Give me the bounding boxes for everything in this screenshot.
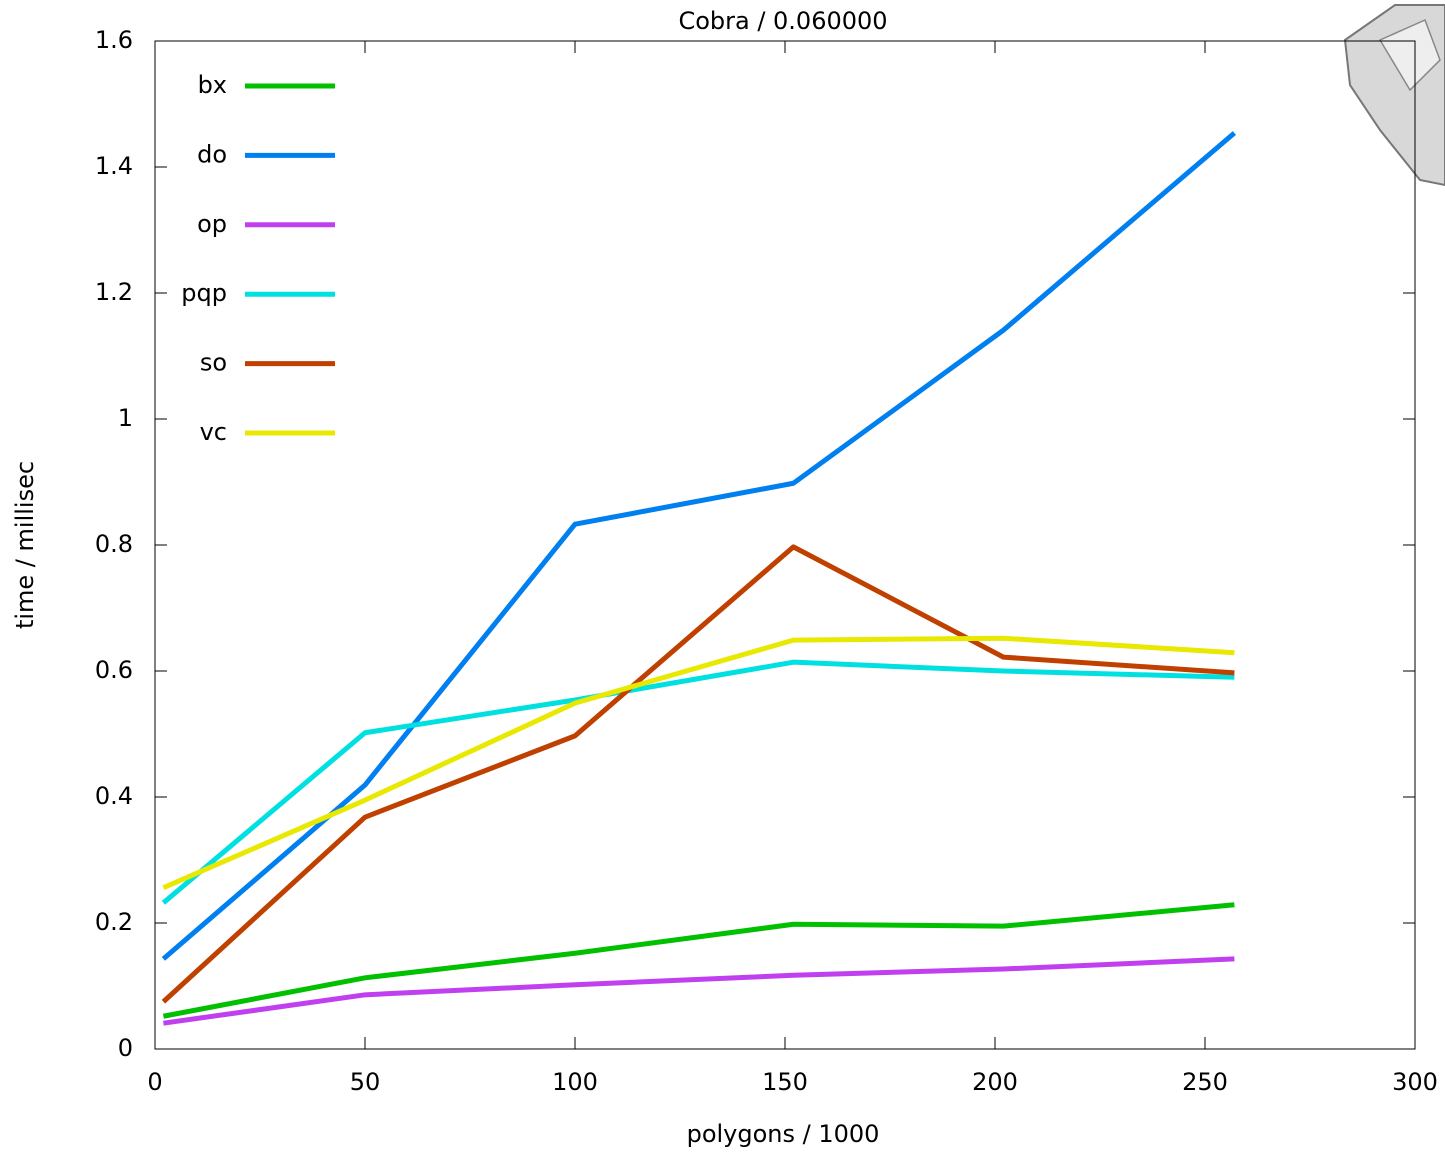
series-line	[163, 959, 1234, 1023]
chart-title: Cobra / 0.060000	[678, 7, 887, 35]
y-tick-label: 0	[118, 1034, 133, 1062]
legend-label: pqp	[181, 279, 227, 307]
legend-label: so	[200, 349, 227, 377]
y-tick-label: 1.2	[95, 278, 133, 306]
legend-label: vc	[200, 418, 227, 446]
plot-frame	[155, 41, 1415, 1049]
x-tick-label: 250	[1182, 1068, 1228, 1096]
series-line	[163, 133, 1234, 959]
y-tick-label: 0.6	[95, 656, 133, 684]
chart: Cobra / 0.060000 polygons / 1000 time / …	[0, 0, 1445, 1157]
series-line	[163, 638, 1234, 887]
y-tick-label: 1.6	[95, 26, 133, 54]
series-line	[163, 662, 1234, 903]
y-tick-label: 1.4	[95, 152, 133, 180]
x-tick-label: 150	[762, 1068, 808, 1096]
x-tick-label: 100	[552, 1068, 598, 1096]
legend-label: bx	[198, 71, 227, 99]
x-tick-label: 50	[350, 1068, 381, 1096]
y-tick-label: 0.2	[95, 908, 133, 936]
y-tick-label: 0.4	[95, 782, 133, 810]
series-line	[163, 547, 1234, 1002]
x-tick-label: 300	[1392, 1068, 1438, 1096]
x-tick-label: 200	[972, 1068, 1018, 1096]
y-tick-label: 0.8	[95, 530, 133, 558]
y-axis-label: time / millisec	[11, 461, 39, 629]
legend-label: do	[197, 140, 227, 168]
y-tick-label: 1	[118, 404, 133, 432]
x-tick-label: 0	[147, 1068, 162, 1096]
legend-label: op	[197, 210, 227, 238]
x-axis-label: polygons / 1000	[687, 1120, 880, 1148]
